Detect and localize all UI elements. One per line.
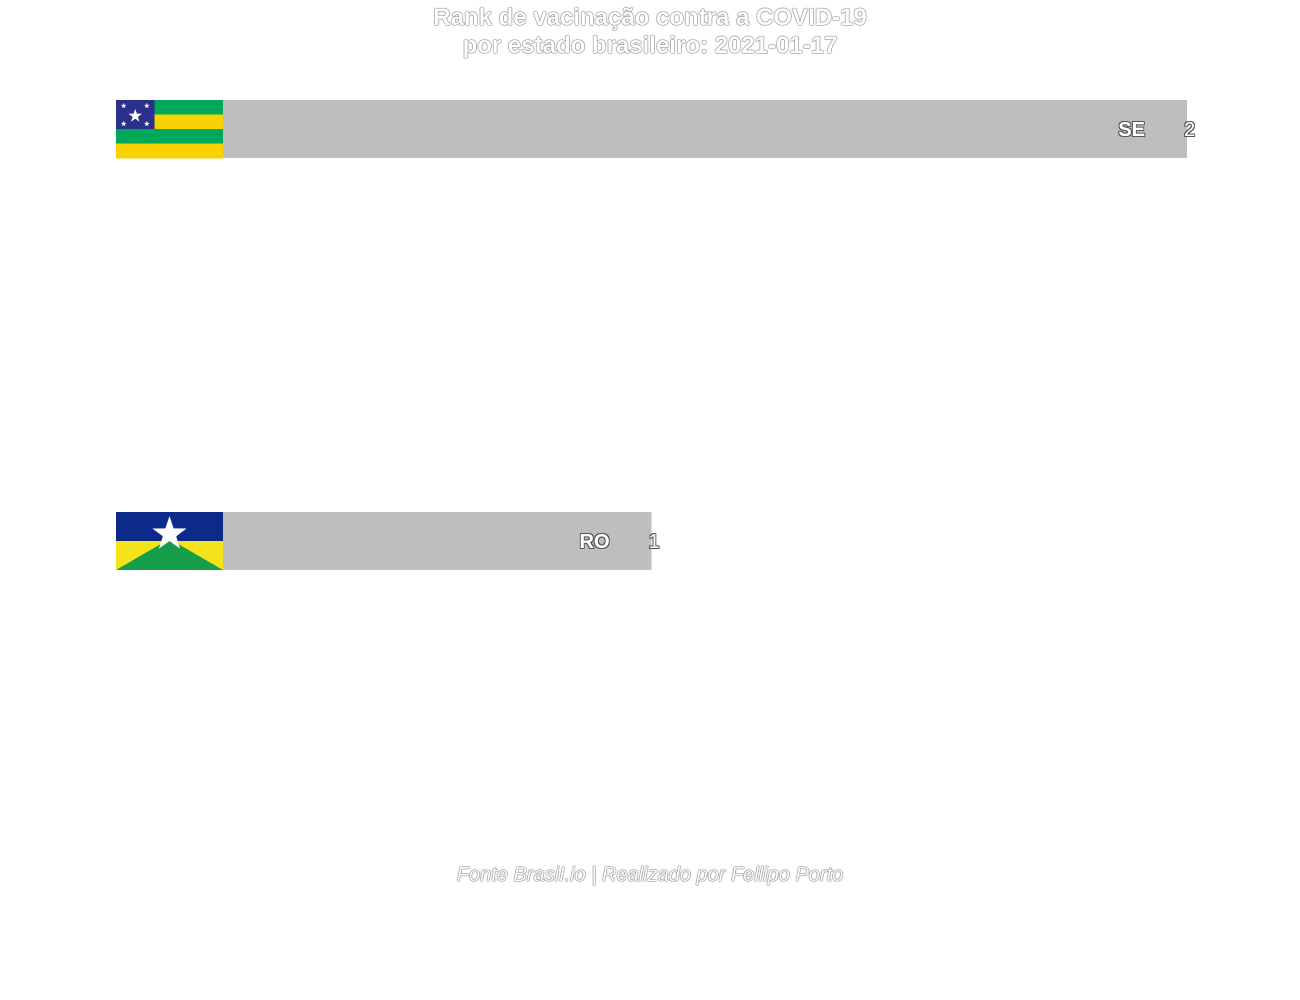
chart-title: Rank de vacinação contra a COVID-19 por … <box>0 4 1300 60</box>
value-label-se: 2 <box>1184 119 1195 141</box>
value-label-ro: 1 <box>649 531 660 553</box>
chart-title-line-1: Rank de vacinação contra a COVID-19 <box>433 4 867 31</box>
chart-caption: Fonte BrasiI.io | Realizado por Fellipo … <box>456 864 844 886</box>
bar-group-ro: RO 1 <box>116 512 660 570</box>
sergipe-flag-icon <box>116 100 223 159</box>
chart-title-line-2: por estado brasileiro: 2021-01-17 <box>462 32 838 59</box>
bar-se <box>116 100 1187 158</box>
bar-label-ro: RO <box>580 531 610 553</box>
rondonia-flag-icon <box>116 512 223 570</box>
bar-label-se: SE <box>1118 119 1145 141</box>
bar-group-se: SE 2 <box>116 100 1195 159</box>
